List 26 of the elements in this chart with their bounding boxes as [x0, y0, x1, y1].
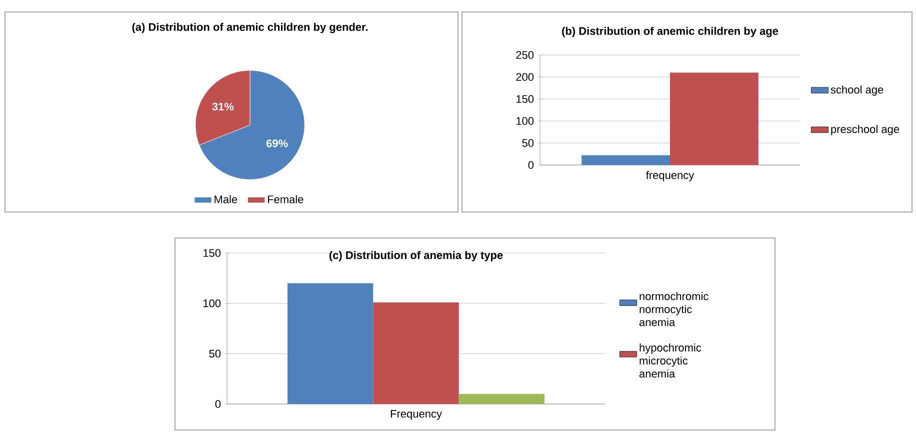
chart-title: (b) Distribution of anemic children by age [562, 26, 778, 38]
legend-label: preschool age [831, 124, 900, 136]
bar [373, 302, 459, 404]
y-tick-label: 150 [203, 249, 221, 257]
bar [458, 394, 545, 404]
legend-label: Female [268, 195, 304, 204]
data-label: 69% [266, 140, 288, 148]
y-tick-label: 0 [215, 400, 221, 408]
y-tick-label: 100 [203, 299, 221, 308]
y-tick-label: 50 [209, 350, 221, 358]
y-tick-label: 100 [516, 117, 534, 125]
legend-label: school age [830, 85, 884, 96]
legend-label: hypochromic microcytic anemia [639, 343, 702, 378]
y-tick-label: 200 [516, 73, 534, 81]
chart-title: (a) Distribution of anemic children by gender. [132, 22, 368, 34]
legend-label: Male [214, 195, 238, 204]
y-tick-label: 250 [516, 51, 534, 59]
x-tick-label: frequency [646, 171, 694, 182]
chart-title: (c) Distribution of anemia by type [329, 250, 503, 262]
y-tick-label: 0 [528, 161, 534, 169]
bar [287, 283, 374, 404]
y-tick-label: 150 [516, 95, 534, 103]
legend-label: normochromic normocytic anemia [639, 292, 708, 326]
data-label: 31% [212, 102, 234, 110]
y-tick-label: 50 [522, 139, 534, 147]
x-tick-label: Frequency [390, 410, 442, 420]
